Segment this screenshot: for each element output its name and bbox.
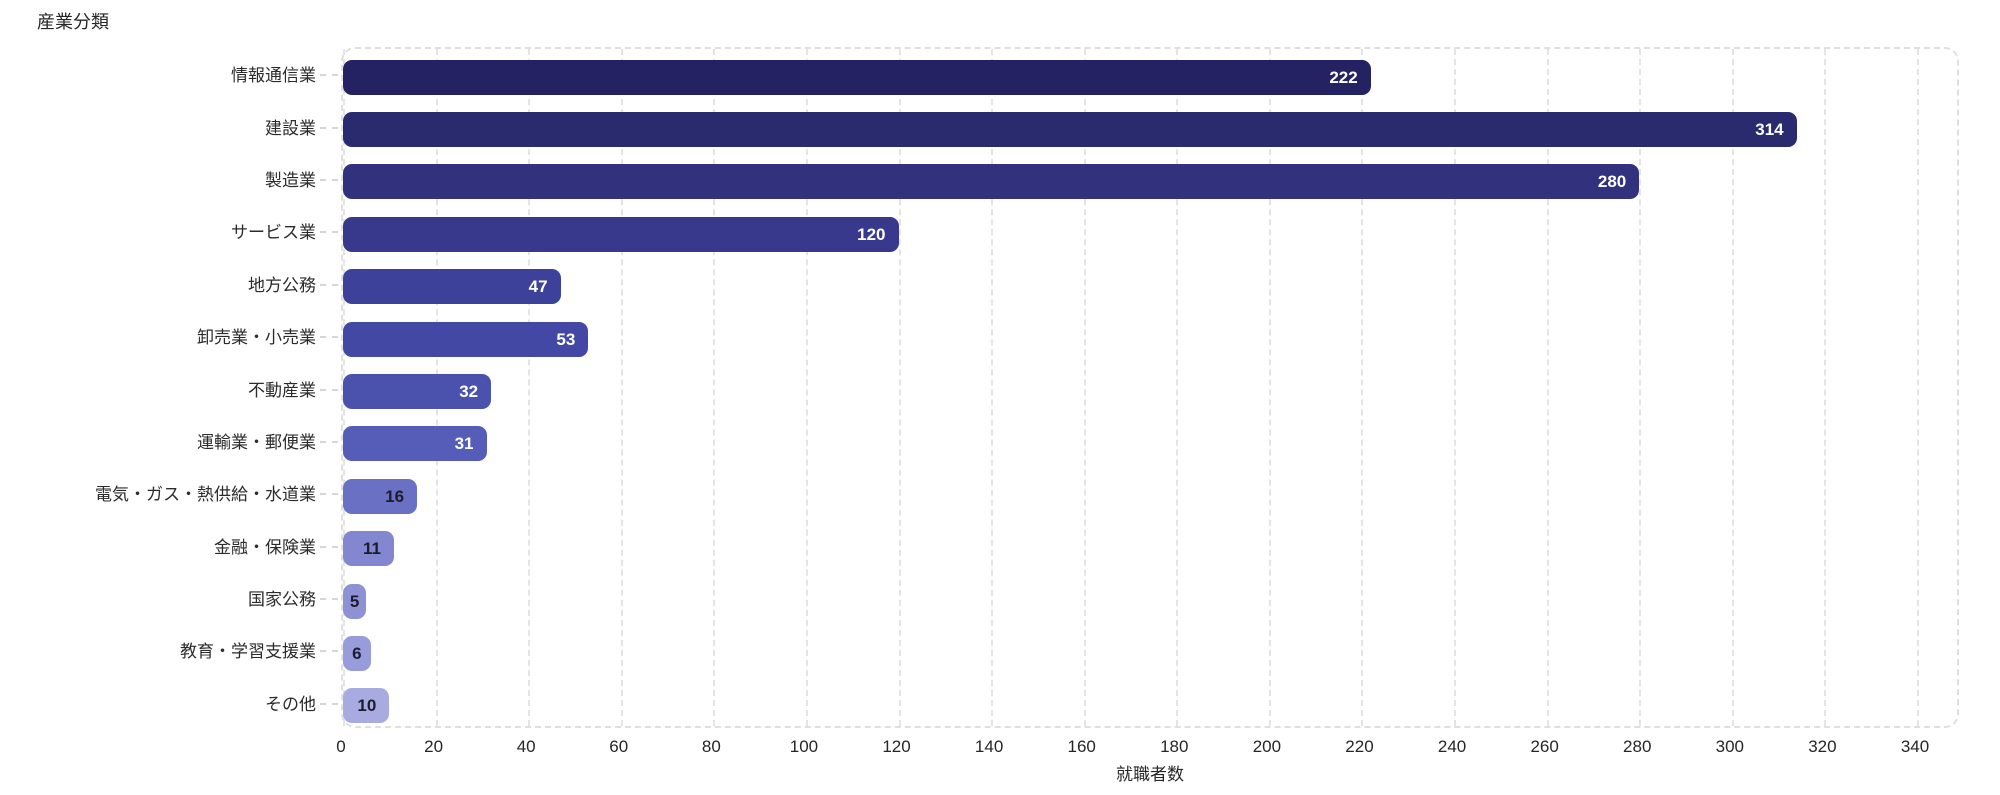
bar-value-label: 53 (556, 329, 576, 349)
x-tick-label: 100 (789, 737, 819, 756)
bar: 6 (343, 635, 371, 671)
x-tick-label: 60 (609, 737, 629, 756)
x-tick-label: 260 (1530, 737, 1559, 756)
category-label: 金融・保険業 (214, 537, 316, 557)
x-tick-label: 200 (1252, 737, 1282, 756)
gridline-x-320 (1824, 49, 1827, 726)
bar: 280 (343, 164, 1640, 200)
bar-value-label: 47 (528, 277, 548, 297)
category-label: 地方公務 (248, 275, 316, 295)
chart-title: 産業分類 (37, 12, 109, 32)
gridline-x-240 (1454, 49, 1457, 726)
category-tick-dash (320, 545, 338, 548)
category-tick-dash (320, 126, 338, 129)
bar: 222 (343, 59, 1371, 95)
gridline-x-340 (1917, 49, 1919, 726)
bar-value-label: 280 (1597, 172, 1627, 192)
gridline-x-300 (1731, 49, 1734, 726)
x-tick-label: 40 (516, 737, 536, 756)
category-label: 国家公務 (248, 590, 316, 610)
bar: 11 (343, 531, 394, 567)
x-tick-label: 80 (701, 737, 721, 756)
category-tick-dash (320, 388, 338, 391)
x-tick-label: 160 (1067, 737, 1096, 756)
category-label: 電気・ガス・熱供給・水道業 (95, 485, 316, 505)
gridline-x-100 (805, 49, 808, 726)
bar: 16 (343, 478, 418, 514)
category-tick-dash (320, 598, 338, 601)
bar: 314 (343, 112, 1797, 148)
bar-value-label: 10 (357, 696, 377, 716)
bar-value-label: 32 (459, 382, 479, 401)
category-tick-dash (320, 336, 338, 339)
x-tick-label: 140 (974, 737, 1004, 756)
bar-value-label: 222 (1329, 67, 1358, 87)
gridline-x-160 (1083, 49, 1086, 726)
bar-value-label: 120 (857, 224, 886, 244)
bar: 31 (343, 426, 487, 462)
gridline-x-60 (620, 49, 623, 726)
x-axis-title: 就職者数 (1116, 765, 1184, 784)
category-label: 不動産業 (248, 380, 316, 400)
category-label: 教育・学習支援業 (180, 642, 316, 662)
bar-value-label: 31 (454, 434, 474, 454)
bar-value-label: 6 (352, 643, 362, 663)
x-tick-label: 20 (424, 737, 444, 756)
bar: 5 (343, 583, 367, 619)
category-tick-dash (320, 493, 338, 496)
category-label: 卸売業・小売業 (197, 328, 316, 348)
category-tick-dash (320, 440, 338, 443)
category-label: 運輸業・郵便業 (197, 432, 316, 452)
bar-value-label: 5 (349, 591, 360, 611)
x-tick-label: 120 (882, 737, 911, 756)
gridline-x-40 (528, 49, 531, 726)
x-tick-label: 280 (1623, 737, 1652, 756)
gridline-x-140 (991, 49, 994, 726)
x-tick-label: 180 (1160, 737, 1189, 756)
category-tick-dash (320, 178, 338, 181)
plot-area: 222 314 280 120 47 53 32 31 16 11 5 6 10 (341, 47, 1959, 728)
gridline-x-120 (898, 49, 901, 726)
category-tick-dash (320, 283, 338, 286)
category-tick-dash (320, 231, 338, 234)
bar-value-label: 314 (1755, 120, 1784, 140)
gridline-x-80 (713, 49, 716, 726)
x-tick-label: 0 (336, 737, 346, 756)
bar: 10 (343, 688, 390, 724)
x-tick-label: 240 (1437, 737, 1467, 756)
x-tick-label: 320 (1808, 737, 1837, 756)
category-tick-dash (320, 650, 338, 653)
x-tick-label: 220 (1345, 737, 1374, 756)
bar: 32 (343, 374, 492, 409)
gridline-x-180 (1176, 49, 1179, 726)
gridline-x-260 (1546, 49, 1549, 726)
gridline-x-220 (1361, 49, 1364, 726)
x-tick-label: 340 (1900, 737, 1930, 756)
category-tick-dash (320, 74, 338, 77)
category-tick-dash (320, 702, 338, 705)
category-label: 情報通信業 (231, 66, 316, 86)
category-label: その他 (265, 694, 316, 714)
x-tick-label: 300 (1715, 737, 1744, 756)
bar: 53 (343, 321, 589, 357)
bar: 47 (343, 269, 561, 305)
bar: 120 (343, 216, 899, 252)
gridline-x-200 (1268, 49, 1271, 726)
gridline-x-280 (1639, 49, 1642, 726)
category-label: 製造業 (265, 170, 316, 190)
bar-value-label: 11 (362, 539, 381, 559)
category-label: サービス業 (231, 223, 316, 243)
bar-value-label: 16 (385, 486, 405, 506)
category-label: 建設業 (265, 118, 316, 138)
